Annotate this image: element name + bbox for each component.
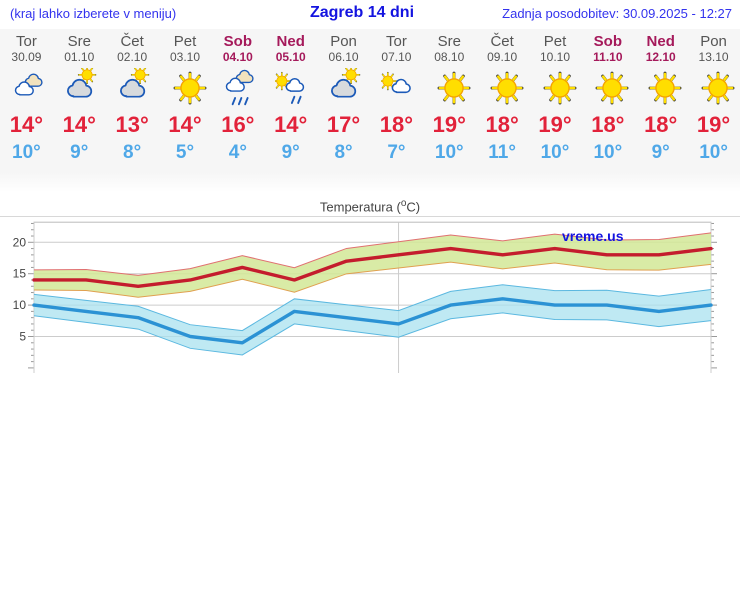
svg-text:15: 15 xyxy=(13,267,27,281)
svg-text:10: 10 xyxy=(13,298,27,312)
svg-text:20: 20 xyxy=(13,236,27,250)
svg-text:5: 5 xyxy=(19,330,26,344)
